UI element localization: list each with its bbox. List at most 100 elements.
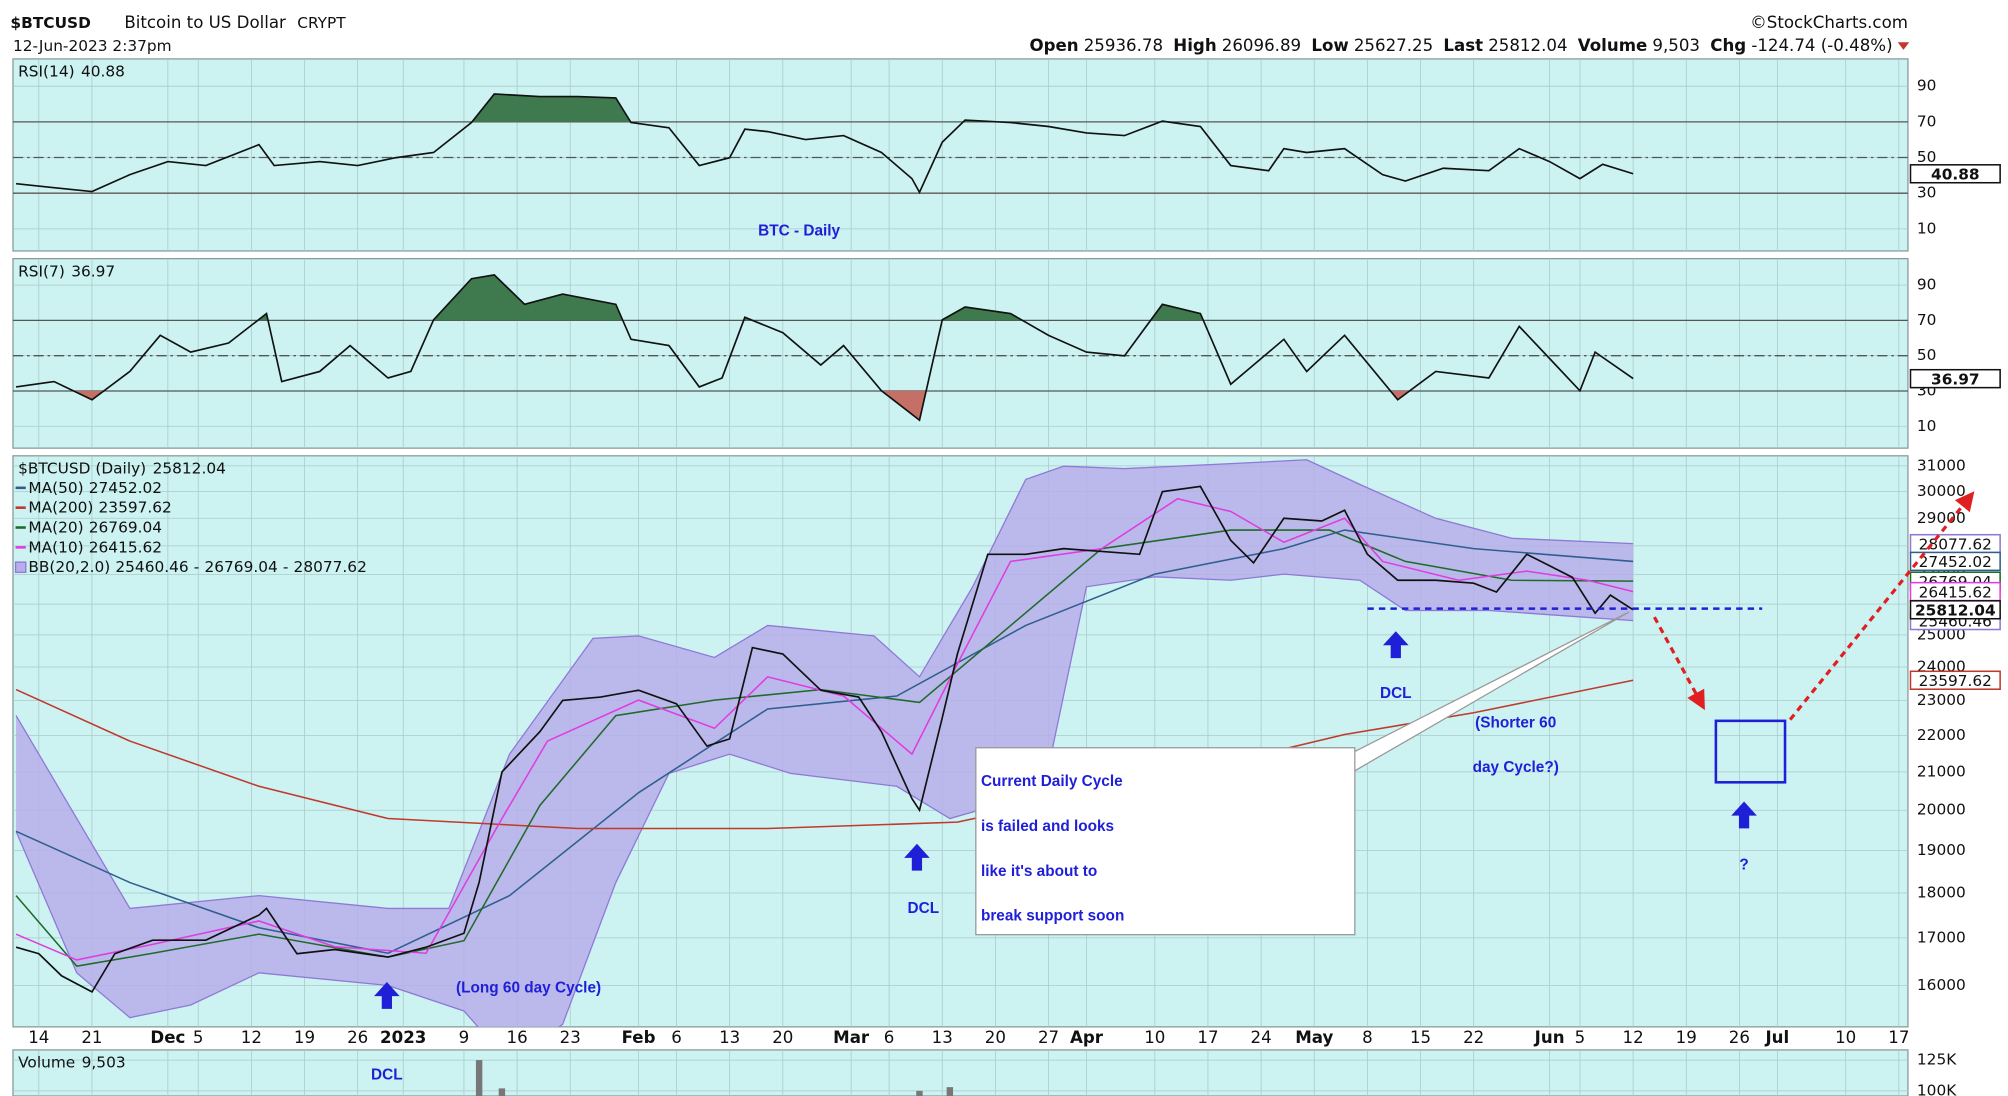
annotation-line: (Shorter 60 bbox=[1475, 714, 1556, 731]
legend-name: MA(20) bbox=[28, 518, 83, 536]
x-tick-label: 12 bbox=[1623, 1028, 1644, 1047]
x-tick-label: 17 bbox=[1888, 1028, 1909, 1047]
legend-sep: - bbox=[283, 558, 289, 576]
legend-sep: - bbox=[194, 558, 200, 576]
value-box-label: 23597.62 bbox=[1919, 672, 1992, 690]
y-tick-label: 30 bbox=[1917, 184, 1937, 202]
annotations: BTC - Daily DCL DCL DCL (Long 60 day Cyc… bbox=[371, 223, 1975, 1083]
panel bbox=[12, 58, 1909, 252]
annotation: (Long 60 day Cycle) bbox=[456, 979, 601, 996]
x-tick-label: Feb bbox=[622, 1028, 656, 1047]
y-tick-label: 16000 bbox=[1917, 976, 1966, 994]
x-tick-label: 10 bbox=[1835, 1028, 1856, 1047]
y-tick-label: 31000 bbox=[1917, 456, 1966, 474]
panel-plot bbox=[12, 58, 1908, 251]
timestamp: 12-Jun-2023 2:37pm bbox=[13, 37, 172, 55]
x-tick-label: 12 bbox=[241, 1028, 262, 1047]
y-tick-label: 23000 bbox=[1917, 691, 1966, 709]
legend-name: MA(50) bbox=[28, 478, 83, 496]
quote-label: Volume bbox=[1578, 36, 1648, 55]
legend-entry: BB(20,2.0) 25460.46-26769.04-28077.62 bbox=[28, 558, 367, 576]
volume-bar bbox=[498, 1088, 506, 1096]
legend-value: 26769.04 bbox=[89, 518, 162, 536]
volume-bar bbox=[475, 1060, 483, 1096]
x-tick-label: Apr bbox=[1070, 1028, 1104, 1047]
legend-value: 23597.62 bbox=[99, 498, 172, 516]
legend-name: BB(20,2.0) bbox=[28, 558, 110, 576]
y-tick-label: 21000 bbox=[1917, 762, 1966, 780]
panel-title-name: Volume bbox=[18, 1053, 75, 1071]
x-tick-label: 13 bbox=[932, 1028, 953, 1047]
y-tick-label: 22000 bbox=[1917, 726, 1966, 744]
price-line bbox=[15, 93, 1634, 195]
value-box bbox=[1909, 164, 2001, 184]
panel-title: Volume 9,503 bbox=[18, 1053, 126, 1071]
legend-swatch bbox=[14, 561, 27, 573]
arrow-up bbox=[374, 982, 400, 1009]
y-tick-label: 90 bbox=[1917, 276, 1937, 294]
arrow-up bbox=[904, 843, 930, 871]
legend-entry: MA(50) 27452.02 bbox=[28, 478, 162, 496]
price-line bbox=[15, 274, 1634, 422]
legend-value: 28077.62 bbox=[294, 558, 367, 576]
callout-box bbox=[975, 747, 1356, 936]
value-box bbox=[1909, 551, 2001, 572]
y-tick-label: 50 bbox=[1917, 148, 1937, 166]
annotation: BTC - Daily bbox=[758, 223, 840, 240]
x-tick-label: Jul bbox=[1764, 1028, 1789, 1047]
x-tick-label: 13 bbox=[719, 1028, 740, 1047]
band-upper bbox=[15, 459, 1634, 910]
panel-title-value: 40.88 bbox=[81, 62, 125, 80]
quote-value: 25936.78 bbox=[1084, 36, 1163, 55]
panel-title-value: 9,503 bbox=[82, 1053, 126, 1071]
x-tick-label: 10 bbox=[1144, 1028, 1165, 1047]
x-tick-label: 5 bbox=[1575, 1028, 1586, 1047]
header: $BTCUSD Bitcoin to US Dollar CRYPT ©Stoc… bbox=[10, 13, 1910, 55]
panel-title-value: 36.97 bbox=[71, 262, 115, 280]
panel bbox=[12, 257, 1909, 449]
legend-name: MA(200) bbox=[28, 498, 93, 516]
y-tick-label: 20000 bbox=[1917, 801, 1966, 819]
symbol-name: Bitcoin to US Dollar bbox=[124, 13, 286, 32]
y-tick-label: 70 bbox=[1917, 112, 1937, 130]
x-tick-label: 5 bbox=[193, 1028, 204, 1047]
panel-plot bbox=[12, 258, 1908, 449]
price-line bbox=[15, 485, 1634, 994]
quote-value: 26096.89 bbox=[1222, 36, 1301, 55]
band-lower bbox=[15, 573, 1634, 1027]
y-tick-label: 10 bbox=[1917, 417, 1937, 435]
value-box-label: 36.97 bbox=[1931, 370, 1980, 388]
x-tick-label: 24 bbox=[1251, 1028, 1272, 1047]
quote-label: Open bbox=[1029, 36, 1078, 55]
y-tick-label: 50 bbox=[1917, 346, 1937, 364]
x-tick-label: 20 bbox=[985, 1028, 1006, 1047]
panel-title: RSI(14) 40.88 bbox=[18, 62, 125, 80]
x-tick-label: 9 bbox=[459, 1028, 470, 1047]
legend-value: 26415.62 bbox=[89, 538, 162, 556]
value-box bbox=[1909, 368, 2001, 389]
y-tick-label: 19000 bbox=[1917, 841, 1966, 859]
quote-label: Last bbox=[1443, 36, 1483, 55]
value-box-label: 25812.04 bbox=[1915, 602, 1996, 620]
x-tick-label: 26 bbox=[347, 1028, 368, 1047]
quote-label: Low bbox=[1311, 36, 1348, 55]
value-box-label: 26415.62 bbox=[1919, 583, 1992, 601]
band-fill bbox=[16, 459, 1634, 1027]
value-box bbox=[1909, 600, 2001, 620]
quote-value: 9,503 bbox=[1652, 36, 1700, 55]
value-box-label: 40.88 bbox=[1931, 166, 1980, 184]
x-tick-label: Mar bbox=[833, 1028, 870, 1047]
annotation: DCL bbox=[908, 900, 940, 917]
ma-line bbox=[15, 679, 1634, 830]
quote: Open 25936.78 High 26096.89 Low 25627.25 Last 2… bbox=[1029, 36, 1892, 55]
x-tick-label: 19 bbox=[1676, 1028, 1697, 1047]
x-tick-label: 23 bbox=[560, 1028, 581, 1047]
panel bbox=[12, 1049, 1909, 1096]
x-tick-label: 14 bbox=[28, 1028, 49, 1047]
ma-line bbox=[15, 529, 1634, 968]
x-tick-label: 17 bbox=[1197, 1028, 1218, 1047]
panel-title-value: 25812.04 bbox=[153, 459, 226, 477]
symbol: $BTCUSD bbox=[10, 14, 90, 32]
quote-label: High bbox=[1173, 36, 1216, 55]
